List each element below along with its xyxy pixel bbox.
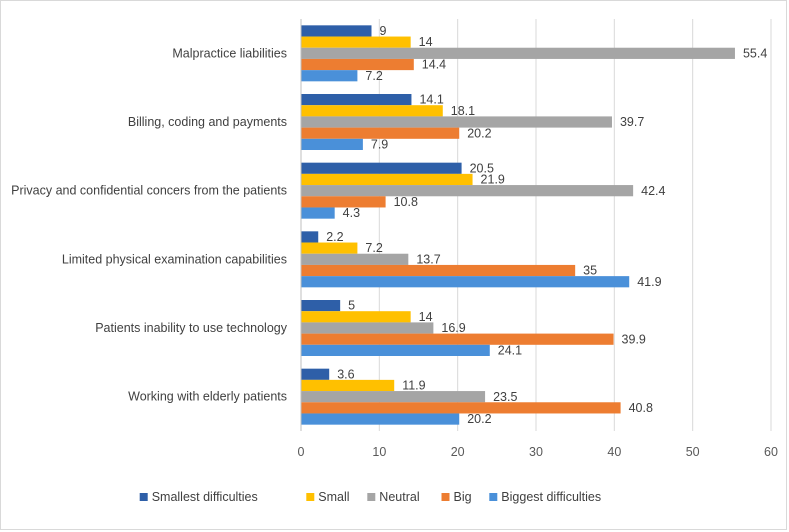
bar-working-with-elderly-patients-small [301,379,395,392]
data-label-patients-inability-to-use-technology-big: 39.9 [622,332,646,346]
bar-malpractice-liabilities-smallest-difficulties [301,25,372,37]
bar-billing-coding-and-payments-biggest-difficulties [301,138,363,150]
data-label-working-with-elderly-patients-big: 40.8 [629,401,653,415]
legend-label-neutral: Neutral [379,490,419,504]
data-label-privacy-and-confidential-concers-from-the-patients-small: 21.9 [481,173,505,187]
bar-privacy-and-confidential-concers-from-the-patients-neutral [301,185,634,197]
bar-limited-physical-examination-capabilities-big [301,264,576,277]
bar-working-with-elderly-patients-big [301,402,621,414]
tick-label-x-40: 40 [607,445,621,459]
data-label-malpractice-liabilities-biggest-difficulties: 7.2 [365,69,382,83]
bar-limited-physical-examination-capabilities-small [301,242,358,254]
tick-label-x-10: 10 [372,445,386,459]
data-label-privacy-and-confidential-concers-from-the-patients-big: 10.8 [394,195,418,209]
legend: Smallest difficulties Small Neutral Big Bigg… [139,490,601,504]
data-label-privacy-and-confidential-concers-from-the-patients-smallest-difficulties: 20.5 [470,161,494,175]
bars [301,25,735,425]
bar-patients-inability-to-use-technology-neutral [301,322,434,334]
legend-swatch-small [306,493,315,501]
category-label-limited-physical-examination-capabilities: Limited physical examination capabilitie… [62,252,287,266]
category-label-working-with-elderly-patients: Working with elderly patients [128,390,287,404]
data-label-billing-coding-and-payments-biggest-difficulties: 7.9 [371,138,388,152]
legend-label-biggest-difficulties: Biggest difficulties [501,490,601,504]
bar-billing-coding-and-payments-big [301,127,460,139]
tick-label-x-50: 50 [686,445,700,459]
category-label-billing-coding-and-payments: Billing, coding and payments [128,115,287,129]
gridlines [300,19,772,431]
data-label-working-with-elderly-patients-small: 11.9 [402,379,425,393]
data-label-patients-inability-to-use-technology-small: 14 [419,310,433,324]
bar-malpractice-liabilities-big [301,58,414,71]
data-label-limited-physical-examination-capabilities-biggest-difficulties: 41.9 [637,275,661,289]
data-label-patients-inability-to-use-technology-biggest-difficulties: 24.1 [498,344,522,358]
bar-limited-physical-examination-capabilities-smallest-difficulties [301,231,319,243]
data-label-privacy-and-confidential-concers-from-the-patients-biggest-difficulties: 4.3 [343,206,360,220]
bar-billing-coding-and-payments-neutral [301,116,612,128]
bar-working-with-elderly-patients-smallest-difficulties [301,368,330,380]
bar-privacy-and-confidential-concers-from-the-patients-smallest-difficulties [301,162,462,174]
bar-billing-coding-and-payments-small [301,105,443,117]
data-label-privacy-and-confidential-concers-from-the-patients-neutral: 42.4 [641,184,665,198]
data-label-malpractice-liabilities-small: 14 [419,35,433,49]
tick-label-x-20: 20 [451,445,465,459]
bar-privacy-and-confidential-concers-from-the-patients-big [301,196,386,208]
category-label-malpractice-liabilities: Malpractice liabilities [172,46,287,60]
category-label-patients-inability-to-use-technology: Patients inability to use technology [95,321,288,335]
data-label-limited-physical-examination-capabilities-smallest-difficulties: 2.2 [326,230,343,244]
tick-label-x-60: 60 [764,445,778,459]
bar-working-with-elderly-patients-biggest-difficulties [301,413,460,425]
data-label-billing-coding-and-payments-small: 18.1 [451,104,475,118]
legend-swatch-smallest-difficulties [139,493,148,501]
legend-swatch-neutral [367,493,376,501]
legend-label-small: Small [318,490,349,504]
data-label-working-with-elderly-patients-smallest-difficulties: 3.6 [337,367,354,381]
bar-limited-physical-examination-capabilities-biggest-difficulties [301,276,630,288]
category-label-privacy-and-confidential-concers-from-the-patients: Privacy and confidential concers from th… [11,184,287,198]
bar-malpractice-liabilities-neutral [301,47,735,59]
bar-malpractice-liabilities-small [301,36,411,48]
data-label-working-with-elderly-patients-neutral: 23.5 [493,390,517,404]
legend-swatch-big [441,493,450,501]
legend-label-smallest-difficulties: Smallest difficulties [152,490,258,504]
bar-limited-physical-examination-capabilities-neutral [301,253,409,265]
bar-billing-coding-and-payments-smallest-difficulties [301,94,412,106]
legend-swatch-biggest-difficulties [489,493,498,501]
legend-label-big: Big [454,490,472,504]
data-label-malpractice-liabilities-smallest-difficulties: 9 [380,24,387,38]
bar-malpractice-liabilities-biggest-difficulties [301,70,358,82]
bar-working-with-elderly-patients-neutral [301,391,486,403]
data-label-patients-inability-to-use-technology-neutral: 16.9 [441,321,465,335]
data-label-billing-coding-and-payments-neutral: 39.7 [620,115,644,129]
bar-privacy-and-confidential-concers-from-the-patients-small [301,173,473,186]
data-label-malpractice-liabilities-neutral: 55.4 [743,46,767,60]
data-label-working-with-elderly-patients-biggest-difficulties: 20.2 [467,412,491,426]
bar-patients-inability-to-use-technology-biggest-difficulties [301,344,490,356]
labels: 0 10 20 30 40 50 60 Malpractice liabilities 9 14 5… [11,24,778,459]
data-label-billing-coding-and-payments-smallest-difficulties: 14.1 [419,93,443,107]
data-label-patients-inability-to-use-technology-smallest-difficulties: 5 [348,299,355,313]
tick-label-x-30: 30 [529,445,543,459]
bar-patients-inability-to-use-technology-big [301,333,614,345]
tick-label-x-0: 0 [298,445,305,459]
data-label-malpractice-liabilities-big: 14.4 [422,58,446,72]
data-label-limited-physical-examination-capabilities-neutral: 13.7 [416,252,440,266]
data-label-billing-coding-and-payments-big: 20.2 [467,126,491,140]
bar-privacy-and-confidential-concers-from-the-patients-biggest-difficulties [301,207,335,219]
bar-patients-inability-to-use-technology-small [301,311,411,323]
bar-patients-inability-to-use-technology-smallest-difficulties [301,300,341,312]
data-label-limited-physical-examination-capabilities-big: 35 [583,264,597,278]
data-label-limited-physical-examination-capabilities-small: 7.2 [365,241,382,255]
